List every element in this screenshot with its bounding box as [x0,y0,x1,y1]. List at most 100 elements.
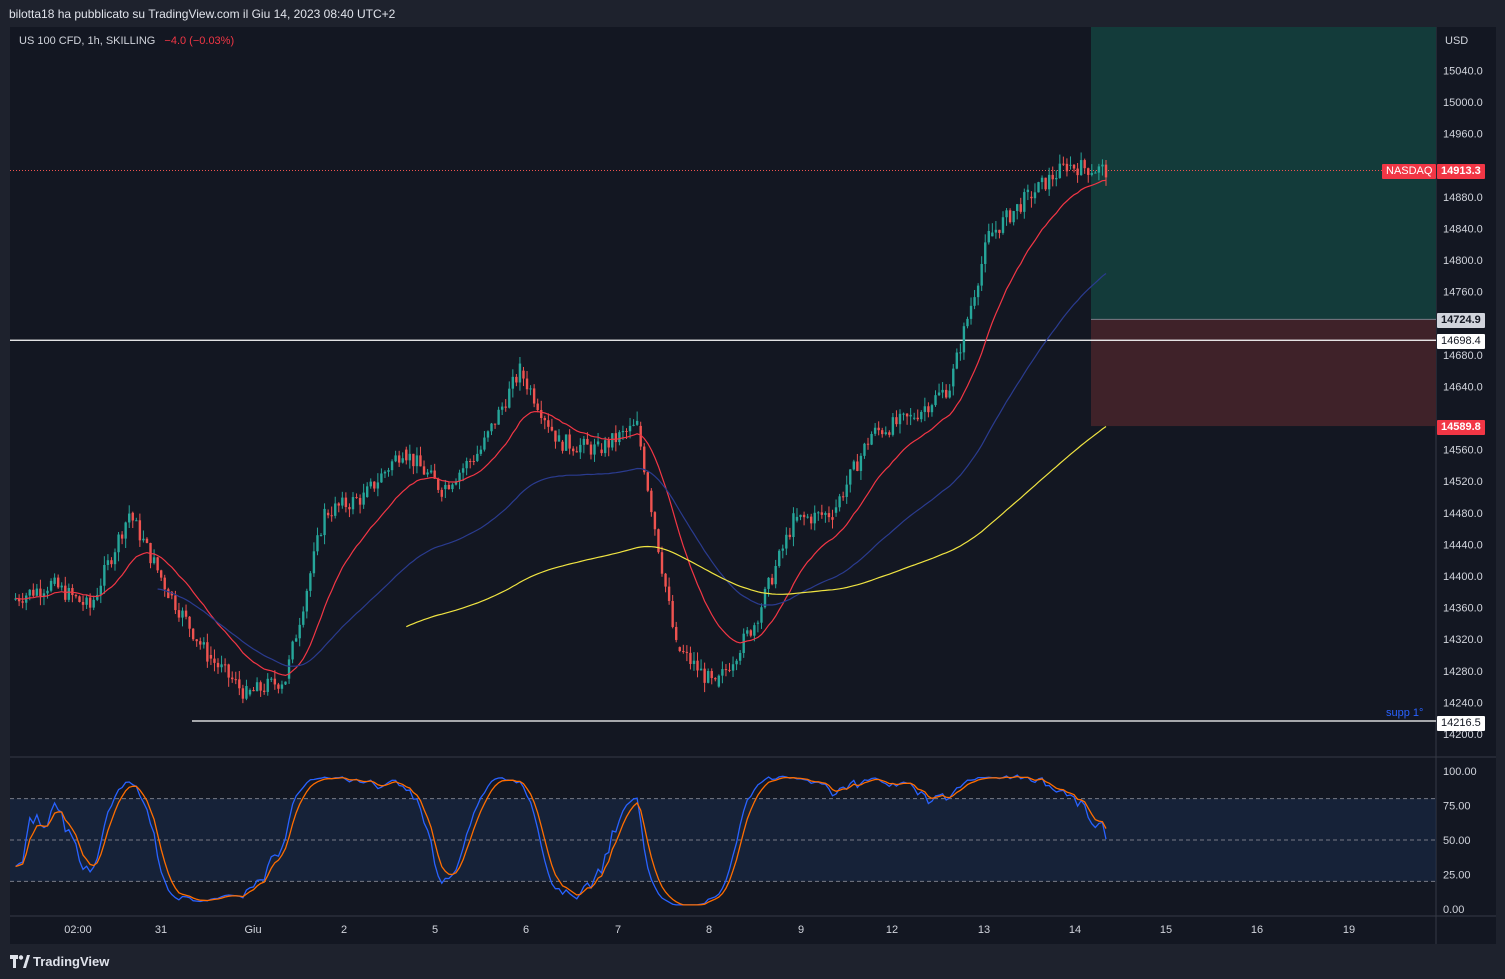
time-axis-label: 2 [341,924,347,936]
candle-body [1030,196,1033,199]
candle-body [344,497,348,508]
candle-body [476,453,479,462]
candle-body [120,534,124,539]
oscillator-axis-tick: 0.00 [1443,904,1464,916]
candle-body [177,610,181,618]
candle-body [1023,192,1026,212]
candle-body [181,610,184,618]
candle-body [35,588,39,596]
candle-body [511,376,515,389]
chart-canvas[interactable]: USD 15040.0 15000.0 14960.0 14880.0 14840.0 14… [10,27,1496,944]
candle-body [248,689,252,695]
stoch-d-line [15,775,1107,906]
candle-body [678,647,681,651]
symbol-name[interactable]: US 100 CFD, 1h, SKILLING [19,35,156,47]
price-change: −4.0 (−0.03%) [164,35,235,47]
price-axis-tick: 14640.0 [1443,381,1483,393]
candle-body [195,639,198,642]
candle-body [103,564,106,586]
candle-body [508,388,511,408]
candle-body [1016,204,1019,211]
candle-body [159,570,163,578]
chart-area[interactable]: USD 15040.0 15000.0 14960.0 14880.0 14840.0 14… [10,27,1496,944]
candle-body [614,433,618,443]
candle-body [170,591,174,596]
time-axis-label: 7 [615,924,621,936]
candle-body [461,468,465,473]
candle-body [362,492,365,505]
candle-body [334,503,337,516]
candle-body [145,538,149,543]
candle-body [596,441,600,445]
candle-body [1055,177,1058,180]
candle-body [1033,192,1037,199]
candle-body [518,363,522,383]
candle-body [74,595,78,597]
candle-body [291,641,294,660]
candle-body [564,434,568,451]
candle-body [287,659,291,679]
candle-body [809,516,813,524]
candle-body [451,484,454,490]
candle-body [1083,160,1086,169]
price-axis-tick: 14800.0 [1443,255,1483,267]
candle-body [905,413,909,417]
candle-body [827,513,831,518]
candle-body [561,441,564,451]
candle-body [99,585,102,595]
candle-body [1026,189,1030,193]
candle-body [504,406,507,408]
candle-body [682,650,685,652]
oscillator-axis-tick: 75.00 [1443,801,1471,813]
candle-body [706,671,710,683]
candle-body [255,682,259,692]
candle-body [380,473,383,483]
candle-body [1069,164,1072,166]
candle-body [781,548,784,551]
candle-body [593,444,596,455]
candle-body [202,642,206,645]
candle-body [17,598,21,602]
candle-body [373,481,376,489]
ema-mid-line [157,273,1107,667]
candle-body [497,409,500,425]
candle-body [611,433,614,448]
publish-header: bilotta18 ha pubblicato su TradingView.c… [0,0,1505,27]
candle-body [483,437,486,450]
candle-body [962,326,966,353]
ema-slow-line [406,426,1107,628]
symbol-legend[interactable]: US 100 CFD, 1h, SKILLING −4.0 (−0.03%) [19,35,234,47]
candle-body [1058,163,1062,178]
candle-body [543,418,546,421]
candle-body [167,589,170,599]
candle-body [383,471,387,474]
candle-body [266,678,269,692]
time-axis-label: 6 [523,924,529,936]
candle-body [1047,174,1051,190]
candle-body [259,682,262,691]
candle-body [621,430,625,433]
candle-body [966,318,969,327]
price-axis-tick: 14360.0 [1443,603,1483,615]
candle-body [458,472,461,482]
candle-body [881,430,884,435]
time-axis-label: 14 [1069,924,1081,936]
stop-zone [1091,319,1436,427]
price-axis-tick: 14960.0 [1443,129,1483,141]
candle-body [831,517,834,520]
candle-body [53,577,56,584]
candle-body [81,601,85,605]
candle-body [536,403,539,411]
candle-body [429,470,433,473]
candle-body [397,455,401,463]
candle-body [316,535,319,552]
candle-body [46,590,49,594]
candle-body [319,535,323,537]
stop-price-tag: 14589.8 [1437,420,1485,435]
candle-body [728,669,731,671]
candle-body [717,675,721,687]
candle-body [437,478,440,490]
support-label[interactable]: supp 1° [1386,707,1424,719]
price-axis-tick: 14400.0 [1443,571,1483,583]
price-axis-currency: USD [1445,35,1468,47]
